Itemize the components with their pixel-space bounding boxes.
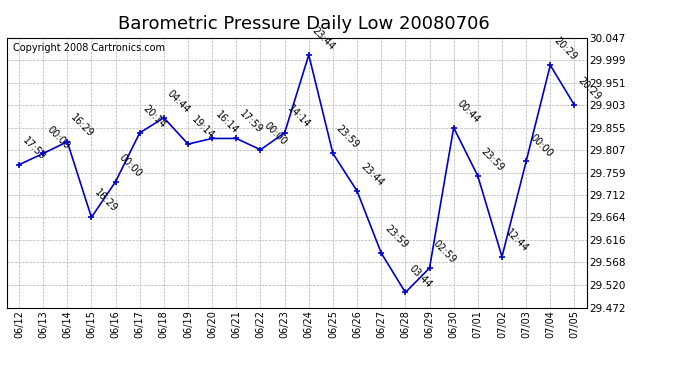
Text: 00:00: 00:00 [528,132,554,159]
Text: 00:00: 00:00 [117,152,144,179]
Text: 16:29: 16:29 [69,112,95,139]
Text: 20:29: 20:29 [576,75,602,102]
Text: Copyright 2008 Cartronics.com: Copyright 2008 Cartronics.com [12,43,165,53]
Text: 00:44: 00:44 [455,98,482,125]
Text: 14:14: 14:14 [286,104,313,130]
Text: 23:44: 23:44 [310,26,337,52]
Text: 23:59: 23:59 [335,124,361,151]
Text: Barometric Pressure Daily Low 20080706: Barometric Pressure Daily Low 20080706 [118,15,489,33]
Text: 02:59: 02:59 [431,238,457,265]
Text: 23:59: 23:59 [480,146,506,173]
Text: 17:59: 17:59 [238,109,264,136]
Text: 23:59: 23:59 [383,224,409,250]
Text: 17:59: 17:59 [21,135,47,162]
Text: 23:44: 23:44 [359,162,385,188]
Text: 16:29: 16:29 [93,188,119,214]
Text: 20:29: 20:29 [552,36,578,62]
Text: 00:00: 00:00 [262,120,288,147]
Text: 16:14: 16:14 [214,109,240,136]
Text: 04:44: 04:44 [166,88,192,115]
Text: 20:14: 20:14 [141,103,168,130]
Text: 03:44: 03:44 [407,263,433,290]
Text: 19:14: 19:14 [190,115,216,141]
Text: 00:00: 00:00 [45,124,71,151]
Text: 12:44: 12:44 [504,227,530,254]
